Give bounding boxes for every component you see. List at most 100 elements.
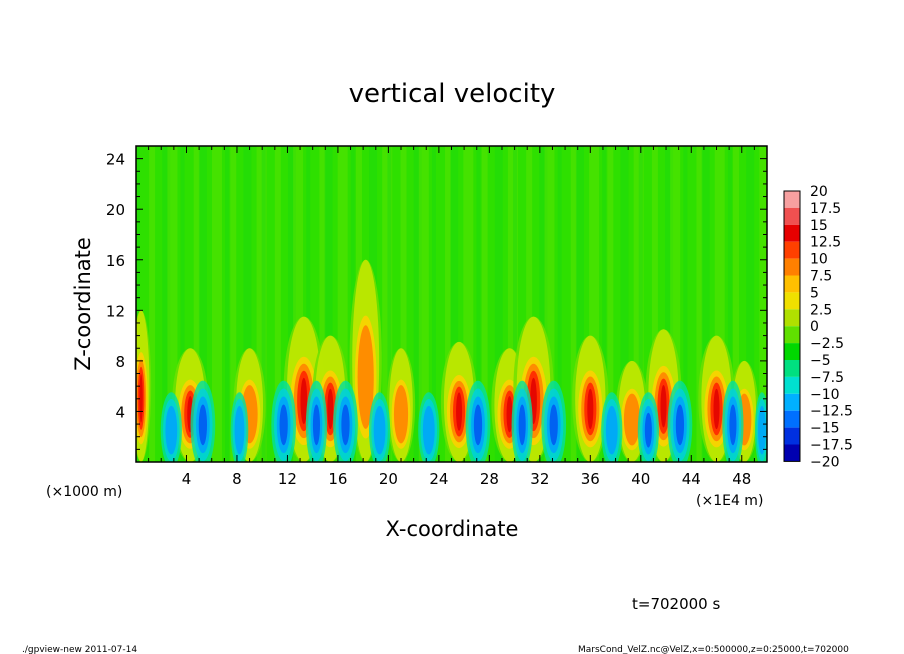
downdraft-cell: [637, 392, 659, 462]
colorbar-label: 17.5: [810, 201, 841, 217]
y-tick-label: 8: [115, 353, 125, 371]
streak: [557, 146, 562, 462]
x-tick-label: 16: [328, 470, 347, 488]
colorbar-label: 10: [810, 252, 828, 268]
x-tick-label: 4: [182, 470, 192, 488]
streak: [431, 146, 436, 462]
colorbar-swatch: [784, 224, 800, 242]
streak: [513, 146, 518, 462]
streak: [759, 146, 767, 462]
updraft-layer: [713, 388, 720, 430]
y-tick-label: 12: [106, 302, 125, 320]
downdraft-cell: [511, 380, 533, 462]
downdraft-cell: [667, 380, 693, 462]
streak: [324, 146, 333, 462]
streak: [211, 146, 222, 462]
streak: [539, 146, 548, 462]
streak: [136, 146, 140, 462]
updraft-layer: [357, 325, 374, 429]
streak: [180, 146, 185, 462]
colorbar-swatch: [784, 309, 800, 327]
downdraft-layer: [234, 405, 245, 455]
updraft-cell: [386, 348, 416, 462]
streak: [400, 146, 407, 462]
streak: [651, 146, 658, 462]
downdraft-layer: [549, 404, 558, 446]
streak: [387, 146, 392, 462]
updraft-cell: [572, 335, 609, 462]
downdraft-cell: [754, 392, 767, 462]
y-axis-ticks: 4 8 12 16 20 24: [106, 145, 767, 450]
updraft-layer: [300, 377, 308, 425]
colorbar-swatch: [784, 275, 800, 293]
updraft-cell: [136, 310, 152, 462]
downdraft-cell: [271, 380, 297, 462]
downdraft-layer: [422, 405, 435, 455]
streak: [149, 146, 156, 462]
streak: [746, 146, 755, 462]
x-tick-label: 12: [278, 470, 297, 488]
y-tick-label: 4: [115, 403, 125, 421]
x-tick-label: 24: [429, 470, 448, 488]
streak: [507, 146, 518, 462]
colorbar-swatch: [784, 292, 800, 310]
colorbar-frame: [783, 190, 801, 462]
downdraft-layer: [473, 404, 483, 446]
colorbar-label: 5: [810, 285, 819, 301]
x-tick-label: 40: [631, 470, 650, 488]
streak: [602, 146, 607, 462]
updraft-layer: [660, 385, 667, 428]
downdraft-cell: [190, 380, 216, 462]
streak: [665, 146, 674, 462]
downdraft-layer: [605, 405, 618, 455]
streak: [418, 146, 429, 462]
streak: [494, 146, 503, 462]
streak: [287, 146, 296, 462]
downdraft-cell: [722, 380, 744, 462]
streak: [463, 146, 474, 462]
downdraft-cell: [368, 392, 391, 462]
plot-area: [135, 145, 768, 463]
streak: [701, 146, 710, 462]
colorbar-swatch: [784, 427, 800, 445]
x-axis-unit-right: (×1E4 m): [696, 493, 763, 509]
downdraft-layer: [279, 404, 288, 446]
x-tick-label: 20: [379, 470, 398, 488]
colorbar-swatch: [784, 326, 800, 344]
downdraft-layer: [675, 404, 685, 446]
updraft-layer: [393, 385, 409, 444]
x-tick-label: 36: [581, 470, 600, 488]
colorbar-swatch: [784, 207, 800, 225]
downdraft-layer: [758, 405, 766, 455]
downdraft-layer: [312, 404, 320, 446]
downdraft-layer: [373, 405, 386, 455]
downdraft-layer: [198, 404, 208, 446]
colorbar-label: 0: [810, 319, 819, 335]
colorbar-label: 12.5: [810, 235, 841, 251]
updraft-layer: [623, 393, 641, 446]
colorbar: 2017.51512.5107.552.50−2.5−5−7.5−10−12.5…: [783, 184, 853, 470]
streak: [638, 146, 643, 462]
updraft-layer: [587, 388, 594, 430]
streak: [162, 146, 171, 462]
streak: [696, 146, 703, 462]
streak: [167, 146, 178, 462]
streak: [733, 146, 740, 462]
x-tick-label: 32: [530, 470, 549, 488]
colorbar-label: 7.5: [810, 269, 832, 285]
colorbar-swatch: [784, 241, 800, 259]
downdraft-layer: [165, 405, 178, 455]
downdraft-cell: [230, 392, 249, 462]
streak: [198, 146, 207, 462]
streak: [319, 146, 326, 462]
streak: [382, 146, 393, 462]
streak: [450, 146, 459, 462]
downdraft-layer: [644, 412, 652, 448]
x-axis-label: X-coordinate: [386, 517, 519, 541]
updraft-layer: [327, 388, 334, 430]
streak: [589, 146, 600, 462]
time-label: t=702000 s: [632, 595, 720, 613]
downdraft-cell: [305, 380, 328, 462]
colorbar-swatch: [784, 360, 800, 377]
colorbar-label: −15: [810, 421, 840, 437]
